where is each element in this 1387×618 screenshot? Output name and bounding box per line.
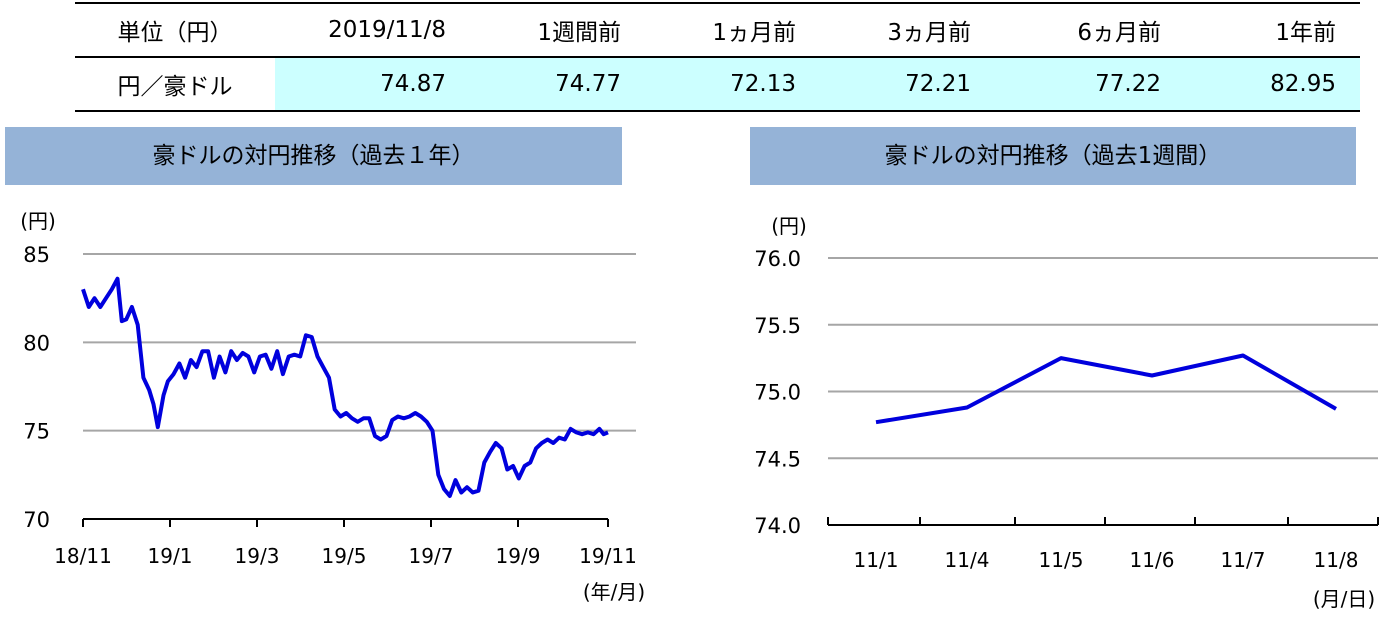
table-header-1week: 1週間前 [537,20,621,46]
x-tick-label: 11/8 [1314,548,1359,572]
y-tick-label: 76.0 [754,247,801,271]
x-tick-label: 11/6 [1130,548,1175,572]
y-tick-label: 75.5 [754,314,801,338]
value-3month: 72.21 [820,57,995,111]
x-tick-label: 19/3 [235,544,280,568]
series-line [81,276,609,498]
value-current: 74.87 [275,57,470,111]
value-1year: 82.95 [1185,57,1360,111]
table-header-1month: 1ヵ月前 [712,20,796,46]
y-tick-label: 74.5 [754,447,801,471]
value-1week: 74.77 [470,57,645,111]
x-tick-label: 19/7 [409,544,454,568]
y-tick-label: 75 [23,420,50,444]
chart-title-1week: 豪ドルの対円推移（過去1週間） [750,127,1356,185]
x-unit-label: (月/日) [1313,587,1375,611]
x-tick-label: 11/4 [945,548,990,572]
y-tick-label: 70 [23,508,50,532]
table-header-1year: 1年前 [1275,20,1336,46]
y-tick-label: 80 [23,331,50,355]
value-6month: 77.22 [995,57,1185,111]
table-row: 円／豪ドル 74.87 74.77 72.13 72.21 77.22 82.9… [75,57,1360,111]
chart-1year: 70 75 80 85 (円) 18/11 19/1 19/3 19/5 19/7 19/9 19/1… [20,209,645,604]
x-tick-label: 11/1 [854,548,899,572]
x-tick-label: 19/9 [496,544,541,568]
y-tick-label: 85 [23,243,50,267]
table-header-6month: 6ヵ月前 [1077,20,1161,46]
series-line [875,353,1337,425]
table-header-unit: 単位（円） [117,20,233,46]
x-tick-label: 19/11 [579,544,637,568]
table-header-date: 2019/11/8 [328,17,446,43]
row-label: 円／豪ドル [117,74,233,100]
x-tick-label: 11/5 [1039,548,1084,572]
y-tick-label: 75.0 [754,381,801,405]
y-unit-label: (円) [771,214,807,238]
x-unit-label: (年/月) [583,580,645,604]
value-1month: 72.13 [645,57,820,111]
table-header-row: 単位（円） 2019/11/8 1週間前 1ヵ月前 3ヵ月前 6ヵ月前 1年前 [75,3,1360,57]
rate-table: 単位（円） 2019/11/8 1週間前 1ヵ月前 3ヵ月前 6ヵ月前 1年前 … [75,2,1360,112]
chart-title-1year: 豪ドルの対円推移（過去１年） [5,127,622,185]
x-tick-label: 11/7 [1221,548,1266,572]
table-header-3month: 3ヵ月前 [887,20,971,46]
y-tick-label: 74.0 [754,514,801,538]
y-unit-label: (円) [20,209,56,233]
x-tick-label: 19/5 [322,544,367,568]
x-tick-label: 19/1 [148,544,193,568]
x-tick-label: 18/11 [54,544,112,568]
